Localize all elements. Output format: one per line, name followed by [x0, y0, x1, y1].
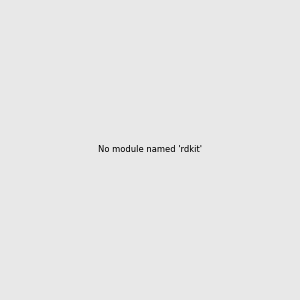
- Text: No module named 'rdkit': No module named 'rdkit': [98, 146, 202, 154]
